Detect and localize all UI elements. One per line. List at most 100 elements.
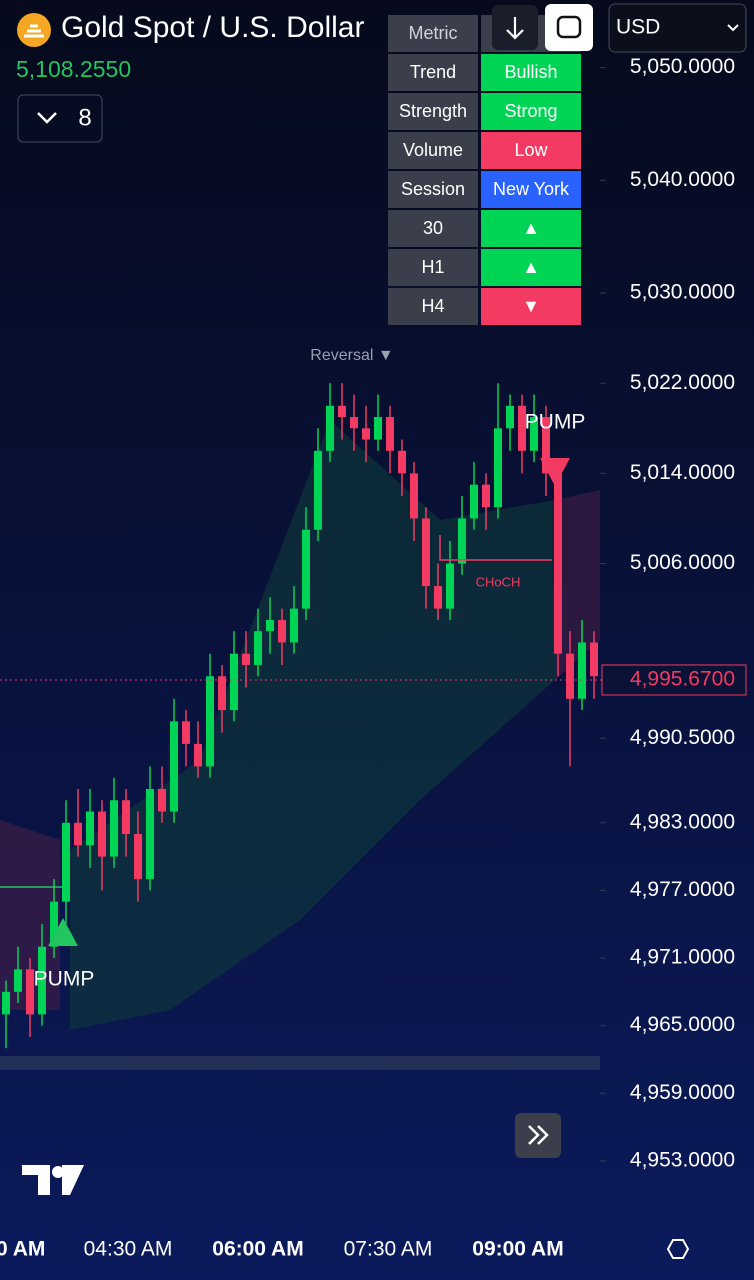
price-axis: 5,050.0000 5,040.0000 5,030.0000 5,022.0000…	[600, 55, 747, 1171]
down-icon	[506, 17, 524, 40]
candle-body	[146, 788, 154, 880]
candle-body	[542, 417, 550, 474]
metric-label: H1	[421, 257, 444, 277]
header-price: 5,108.2550	[16, 56, 131, 82]
interval-button[interactable]	[17, 94, 103, 143]
table-cell	[388, 288, 478, 325]
y-tick-label: 4,983.0000	[630, 810, 735, 833]
candle-body	[446, 563, 454, 609]
volume-band	[0, 1056, 600, 1070]
time-label: 0 AM	[0, 1238, 45, 1261]
metric-table: Trend Bullish Strength Strong Volume Low Sessi…	[388, 54, 581, 325]
metric-label: H4	[421, 296, 444, 316]
table-cell	[388, 249, 478, 286]
candle-body	[326, 405, 334, 451]
current-price-box	[601, 664, 747, 696]
table-cell	[481, 93, 581, 130]
candle-body	[590, 642, 598, 677]
candle-body	[98, 811, 106, 857]
candle-body	[14, 969, 22, 992]
candle-body	[158, 788, 166, 812]
candle-body	[134, 834, 142, 880]
table-header	[388, 15, 478, 52]
cloud	[70, 420, 555, 1030]
fullscreen-icon	[556, 15, 582, 39]
current-price-label: 4,995.6700	[630, 668, 735, 691]
candle-body	[422, 518, 430, 587]
candle-body	[374, 417, 382, 440]
candle-body	[74, 822, 82, 846]
plot	[0, 383, 602, 1049]
y-tick-label: 5,014.0000	[630, 461, 735, 484]
metric-label: 30	[423, 218, 443, 238]
candle-body	[38, 946, 46, 1015]
table-cell	[481, 288, 581, 325]
candle-body	[350, 417, 358, 429]
scroll-icon	[528, 1125, 549, 1145]
symbol-title[interactable]: Gold Spot / U.S. Dollar	[61, 11, 364, 44]
candle-body	[62, 822, 70, 902]
currency-select[interactable]	[608, 3, 747, 53]
time-label: 09:00 AM	[472, 1238, 563, 1261]
metric-label: Trend	[410, 62, 456, 82]
time-label: 06:00 AM	[212, 1238, 303, 1261]
candle-body	[506, 405, 514, 429]
candle-body	[2, 991, 10, 1015]
candle-body	[194, 743, 202, 767]
y-tick-label: 4,977.0000	[630, 878, 735, 901]
table-cell	[481, 54, 581, 91]
y-tick-label: 4,965.0000	[630, 1013, 735, 1036]
candle-body	[434, 586, 442, 609]
logo-dot	[52, 1166, 64, 1178]
settings-button[interactable]	[666, 1239, 690, 1259]
candle-body	[50, 901, 58, 947]
candle-body	[230, 653, 238, 711]
metric-label: Volume	[403, 140, 463, 160]
table-cell	[388, 171, 478, 208]
time-label: 04:30 AM	[84, 1238, 173, 1261]
candle-body	[578, 642, 586, 699]
metric-value: Low	[514, 140, 548, 160]
candle-body	[206, 676, 214, 767]
table-cell	[481, 132, 581, 169]
table-header-text: Metric	[409, 23, 458, 43]
chevron	[727, 24, 739, 32]
table-cell	[388, 93, 478, 130]
logo	[22, 1165, 84, 1195]
candle-body	[554, 473, 562, 654]
candle-body	[290, 608, 298, 643]
pump-label: PUMP	[34, 968, 95, 991]
candle-body	[278, 619, 286, 643]
choch-line	[439, 535, 552, 561]
metric-value: ▲	[522, 218, 540, 238]
candle-body	[518, 405, 526, 451]
candle-body	[482, 484, 490, 508]
metric-label: Strength	[399, 101, 467, 121]
table-cell	[388, 132, 478, 169]
candle-body	[398, 450, 406, 474]
candle-body	[530, 417, 538, 451]
table-cell	[481, 171, 581, 208]
currency: USD	[616, 16, 660, 39]
symbol-icon-bars	[24, 24, 44, 38]
metric-value: ▲	[522, 257, 540, 277]
candle-body	[266, 619, 274, 632]
fullscreen-button[interactable]	[545, 4, 593, 51]
candle-body	[338, 405, 346, 418]
interval: 8	[78, 104, 91, 131]
choch-label: CHoCH	[476, 574, 521, 589]
candle-body	[242, 653, 250, 665]
candle-body	[314, 450, 322, 530]
y-tick-label: 4,953.0000	[630, 1148, 735, 1171]
candle-body	[362, 428, 370, 440]
candle-body	[302, 529, 310, 609]
table-cell	[388, 210, 478, 247]
y-tick-label: 5,030.0000	[630, 281, 735, 304]
metric-value: Bullish	[504, 62, 557, 82]
y-tick-label: 5,006.0000	[630, 551, 735, 574]
y-tick-label: 5,022.0000	[630, 371, 735, 394]
chevron	[37, 112, 57, 124]
y-tick-label: 5,050.0000	[630, 55, 735, 78]
candle-body	[494, 428, 502, 508]
